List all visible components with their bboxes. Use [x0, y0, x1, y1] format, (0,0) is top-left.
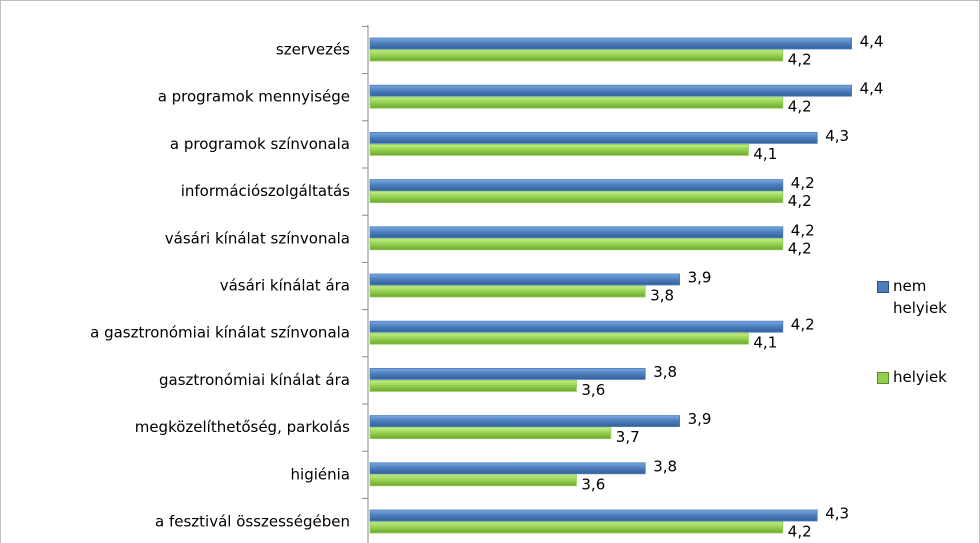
data-label: 3,7 — [616, 428, 640, 446]
bar — [369, 131, 818, 144]
data-label: 3,6 — [581, 475, 605, 493]
bar — [369, 238, 784, 251]
data-label: 4,2 — [788, 98, 812, 116]
data-label: 4,3 — [825, 127, 849, 145]
bar — [369, 320, 784, 333]
bar — [369, 96, 784, 109]
data-label: 4,2 — [791, 174, 815, 192]
data-label: 4,1 — [753, 145, 777, 163]
legend-item: helyiek — [877, 366, 972, 388]
bar — [369, 462, 646, 475]
bar — [369, 179, 784, 192]
bar — [369, 273, 681, 286]
legend-label: nem helyiek — [893, 277, 947, 317]
bar — [369, 285, 646, 298]
bar — [369, 474, 577, 487]
y-tick-label: vásári kínálat színvonala — [165, 229, 350, 247]
data-label: 4,2 — [791, 316, 815, 334]
bar — [369, 84, 853, 97]
y-tick-label: szervezés — [276, 41, 350, 59]
bar — [369, 49, 784, 62]
bar — [369, 427, 612, 440]
data-label: 4,4 — [860, 80, 884, 98]
y-tick-label: vásári kínálat ára — [220, 277, 350, 295]
bar — [369, 332, 749, 345]
data-label: 4,2 — [788, 239, 812, 257]
bar — [369, 367, 646, 380]
data-label: 3,8 — [653, 363, 677, 381]
y-tick-label: megközelíthetőség, parkolás — [135, 418, 350, 436]
bar — [369, 37, 853, 50]
legend-swatch — [877, 281, 889, 293]
data-label: 4,4 — [860, 33, 884, 51]
data-label: 4,2 — [788, 192, 812, 210]
y-tick-label: információszolgáltatás — [181, 182, 350, 200]
legend-item: nem helyiek — [877, 275, 972, 319]
legend-swatch — [877, 372, 889, 384]
bar — [369, 226, 784, 239]
data-label: 4,1 — [753, 334, 777, 352]
data-label: 3,8 — [650, 287, 674, 305]
data-label: 4,2 — [788, 523, 812, 541]
y-tick-label: a programok színvonala — [170, 135, 350, 153]
bar — [369, 521, 784, 534]
legend-label: helyiek — [893, 368, 947, 386]
y-tick-label: a programok mennyisége — [158, 88, 350, 106]
data-label: 4,3 — [825, 505, 849, 523]
bar — [369, 191, 784, 204]
data-label: 4,2 — [788, 51, 812, 69]
y-tick-label: gasztronómiai kínálat ára — [159, 371, 350, 389]
bar — [369, 379, 577, 392]
bar — [369, 143, 749, 156]
y-tick-label: higiénia — [291, 465, 350, 483]
data-label: 4,2 — [791, 221, 815, 239]
y-tick-label: a fesztivál összességében — [155, 513, 350, 531]
data-label: 3,6 — [581, 381, 605, 399]
y-tick-label: a gasztronómiai kínálat színvonala — [90, 324, 350, 342]
data-label: 3,8 — [653, 457, 677, 475]
bar — [369, 509, 818, 522]
data-label: 3,9 — [688, 269, 712, 287]
data-label: 3,9 — [688, 410, 712, 428]
bar — [369, 415, 681, 428]
